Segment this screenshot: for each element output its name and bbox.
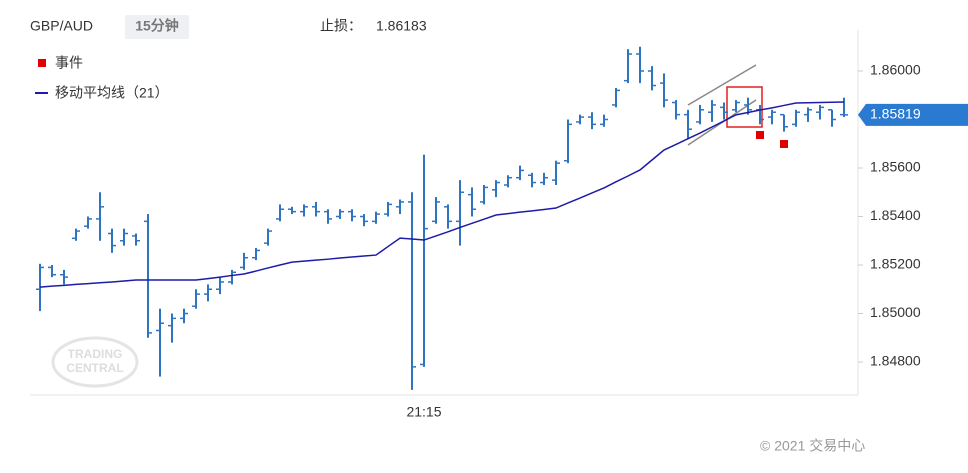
y-tick-label: 1.85200 <box>870 256 921 272</box>
symbol: GBP/AUD <box>30 18 93 34</box>
y-tick-label: 1.85600 <box>870 159 921 175</box>
y-tick-label: 1.85400 <box>870 207 921 223</box>
y-tick-label: 1.84800 <box>870 353 921 369</box>
x-tick-label: 21:15 <box>406 404 441 420</box>
event-marker <box>780 139 788 148</box>
event-marker <box>756 131 764 140</box>
interval-box[interactable] <box>125 15 189 39</box>
trend-line <box>687 64 757 106</box>
y-tick-label: 1.86000 <box>870 62 921 78</box>
copyright: © 2021 交易中心 <box>760 438 865 454</box>
stop-loss-value: 1.86183 <box>376 18 427 34</box>
watermark: TRADING <box>68 347 123 361</box>
legend-swatch <box>38 59 46 67</box>
interval[interactable]: 15分钟 <box>135 18 179 34</box>
y-tick-label: 1.85000 <box>870 304 921 320</box>
stop-loss-label: 止损： <box>320 18 362 34</box>
watermark: CENTRAL <box>66 361 123 375</box>
moving-average <box>39 101 845 288</box>
pattern-box <box>726 86 763 128</box>
price-tag-label: 1.85819 <box>870 106 921 122</box>
legend-label: 事件 <box>55 55 83 71</box>
legend-label: 移动平均线（21） <box>55 85 169 101</box>
watermark-ring <box>51 336 139 388</box>
price-tag <box>858 103 968 126</box>
